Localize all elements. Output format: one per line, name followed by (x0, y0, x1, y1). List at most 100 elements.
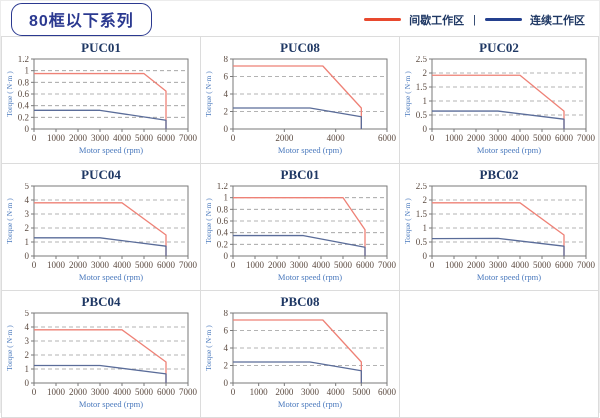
chart-title: PUC01 (81, 40, 121, 55)
svg-text:2000: 2000 (268, 260, 287, 270)
svg-text:2: 2 (422, 195, 427, 205)
svg-text:5: 5 (24, 310, 29, 318)
svg-text:0.8: 0.8 (216, 204, 228, 214)
legend-item-intermittent: 间歇工作区 (364, 12, 464, 28)
chart-cell-puc04: PUC04 0 1 2 3 4 5 0 1000 2000 3000 4000 5000 6000 700… (2, 164, 201, 291)
svg-text:0.5: 0.5 (415, 110, 427, 120)
svg-text:Motor speed (rpm): Motor speed (rpm) (277, 399, 341, 409)
svg-text:Motor speed (rpm): Motor speed (rpm) (476, 145, 540, 155)
svg-text:4000: 4000 (113, 387, 132, 397)
legend-item-continuous: 连续工作区 (485, 12, 585, 28)
svg-text:8: 8 (223, 56, 228, 64)
svg-text:5: 5 (24, 183, 29, 191)
svg-text:6: 6 (223, 326, 228, 336)
svg-text:0: 0 (31, 133, 36, 143)
chart-cell-pbc01: PBC01 0 0.2 0.4 0.6 0.8 1 1.2 0 1000 2000 3000 4000… (201, 164, 400, 291)
svg-text:2000: 2000 (69, 387, 88, 397)
svg-text:1000: 1000 (47, 387, 66, 397)
svg-text:0.6: 0.6 (216, 216, 228, 226)
chart-cell-pbc02: PBC02 0 0.5 1 1.5 2 2.5 0 1000 2000 3000 4000 5000 6… (400, 164, 599, 291)
svg-text:2000: 2000 (467, 260, 486, 270)
legend-separator: | (473, 13, 476, 26)
torque-speed-chart-puc04: 0 1 2 3 4 5 0 1000 2000 3000 4000 5000 6000 7000 Torqu… (3, 181, 200, 290)
svg-text:1.2: 1.2 (17, 56, 28, 64)
chart-cell-puc02: PUC02 0 0.5 1 1.5 2 2.5 0 1000 2000 3000 4000 5000 6… (400, 37, 599, 164)
svg-text:1.5: 1.5 (415, 209, 427, 219)
chart-cell-puc01: PUC01 0 0.2 0.4 0.6 0.8 1 1.2 0 1000 2000 3000 4000… (2, 37, 201, 164)
svg-text:0.5: 0.5 (415, 237, 427, 247)
svg-text:5000: 5000 (533, 133, 552, 143)
svg-text:1000: 1000 (47, 260, 66, 270)
svg-text:Torque ( N·m ): Torque ( N·m ) (5, 71, 14, 117)
svg-text:1.2: 1.2 (216, 183, 227, 191)
svg-text:5000: 5000 (135, 387, 154, 397)
svg-text:0: 0 (31, 387, 36, 397)
svg-text:4000: 4000 (326, 387, 345, 397)
svg-text:2.5: 2.5 (415, 183, 427, 191)
chart-title: PUC04 (81, 167, 121, 182)
svg-text:1000: 1000 (445, 133, 464, 143)
svg-text:Motor speed (rpm): Motor speed (rpm) (277, 272, 341, 282)
svg-text:5000: 5000 (334, 260, 353, 270)
svg-text:4000: 4000 (511, 260, 530, 270)
svg-text:1: 1 (24, 66, 29, 76)
svg-text:Motor speed (rpm): Motor speed (rpm) (476, 272, 540, 282)
svg-text:3000: 3000 (91, 133, 110, 143)
svg-text:0.4: 0.4 (216, 228, 228, 238)
svg-text:0: 0 (31, 260, 36, 270)
svg-text:4000: 4000 (113, 133, 132, 143)
svg-text:1: 1 (223, 193, 228, 203)
torque-speed-chart-puc01: 0 0.2 0.4 0.6 0.8 1 1.2 0 1000 2000 3000 4000 5000 60… (3, 54, 200, 163)
empty-cell (400, 291, 599, 418)
svg-text:Torque ( N·m ): Torque ( N·m ) (204, 198, 213, 244)
svg-text:6000: 6000 (157, 133, 176, 143)
svg-text:2: 2 (223, 361, 228, 371)
torque-speed-chart-pbc02: 0 0.5 1 1.5 2 2.5 0 1000 2000 3000 4000 5000 6000 700… (401, 181, 598, 290)
chart-title: PBC01 (280, 167, 320, 182)
svg-text:0.2: 0.2 (17, 112, 28, 122)
svg-text:3000: 3000 (489, 133, 508, 143)
svg-text:6000: 6000 (157, 260, 176, 270)
intermittent-line-swatch (364, 18, 402, 21)
svg-text:1000: 1000 (246, 260, 265, 270)
svg-text:0.4: 0.4 (17, 101, 29, 111)
svg-text:2000: 2000 (69, 260, 88, 270)
svg-text:0.6: 0.6 (17, 89, 29, 99)
svg-text:6000: 6000 (378, 133, 397, 143)
svg-text:Torque ( N·m ): Torque ( N·m ) (5, 325, 14, 371)
svg-text:2000: 2000 (467, 133, 486, 143)
legend: 间歇工作区 | 连续工作区 (364, 12, 585, 28)
svg-text:2.5: 2.5 (415, 56, 427, 64)
svg-text:2000: 2000 (69, 133, 88, 143)
svg-text:0: 0 (223, 378, 228, 388)
svg-text:0: 0 (230, 387, 235, 397)
svg-text:2: 2 (24, 223, 29, 233)
svg-text:Torque ( N·m ): Torque ( N·m ) (5, 198, 14, 244)
svg-text:1: 1 (422, 223, 427, 233)
svg-text:0.2: 0.2 (216, 239, 227, 249)
svg-text:7000: 7000 (179, 387, 198, 397)
svg-text:7000: 7000 (378, 260, 397, 270)
svg-text:0: 0 (230, 133, 235, 143)
svg-text:5000: 5000 (135, 133, 154, 143)
torque-speed-chart-puc08: 0 2 4 6 8 0 2000 4000 6000 Torque ( N·m ) Motor sp… (202, 54, 399, 163)
svg-text:3000: 3000 (91, 260, 110, 270)
torque-speed-chart-pbc08: 0 2 4 6 8 0 1000 2000 3000 4000 5000 6000 Torque ( N… (202, 308, 399, 417)
svg-text:7000: 7000 (179, 260, 198, 270)
legend-label-continuous: 连续工作区 (530, 14, 585, 27)
svg-text:Motor speed (rpm): Motor speed (rpm) (78, 399, 142, 409)
svg-text:0.8: 0.8 (17, 77, 29, 87)
svg-text:6: 6 (223, 72, 228, 82)
svg-text:3000: 3000 (301, 387, 320, 397)
chart-title: PUC08 (280, 40, 320, 55)
svg-text:3000: 3000 (290, 260, 309, 270)
svg-text:0: 0 (429, 133, 434, 143)
svg-text:2: 2 (422, 68, 427, 78)
svg-text:4: 4 (223, 343, 228, 353)
svg-text:1000: 1000 (249, 387, 268, 397)
svg-text:7000: 7000 (577, 260, 596, 270)
svg-text:6000: 6000 (157, 387, 176, 397)
chart-cell-puc08: PUC08 0 2 4 6 8 0 2000 4000 6000 Torque ( N·m ) Mo… (201, 37, 400, 164)
svg-text:4: 4 (223, 89, 228, 99)
svg-text:3000: 3000 (489, 260, 508, 270)
